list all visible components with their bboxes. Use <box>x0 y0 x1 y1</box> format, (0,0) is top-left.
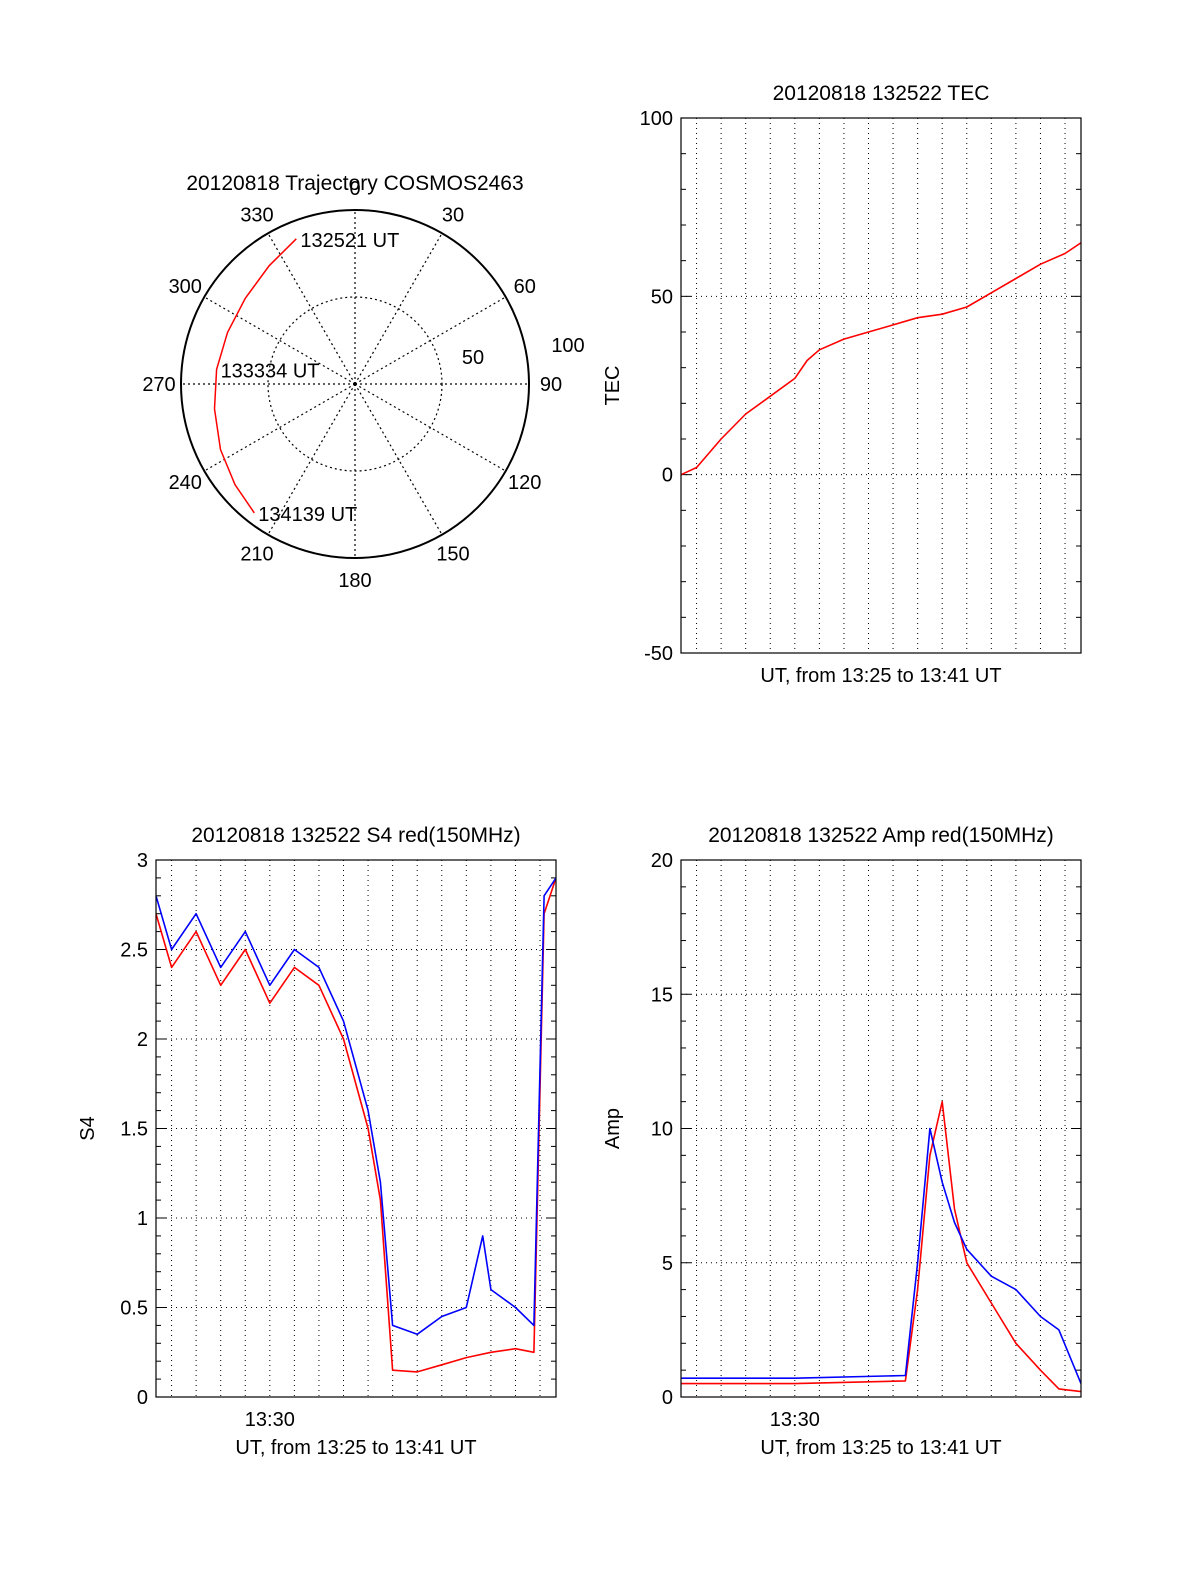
x-axis-label: UT, from 13:25 to 13:41 UT <box>760 1437 1001 1459</box>
x-axis-label: UT, from 13:25 to 13:41 UT <box>235 1437 476 1459</box>
trajectory-line <box>213 238 297 514</box>
amp-plot: 20120818 132522 Amp red(150MHz) 0 5 10 15 20 1… <box>602 824 1082 1459</box>
series-group <box>681 242 1081 476</box>
y-tick-label: 2.5 <box>120 940 148 962</box>
polar-spoke <box>354 383 506 472</box>
x-tick-label: 13:30 <box>770 1409 820 1431</box>
y-tick-label: 1.5 <box>120 1119 148 1141</box>
azimuth-tick-label: 150 <box>436 544 469 566</box>
azimuth-tick-label: 30 <box>442 204 464 226</box>
plot-frame <box>680 859 1082 1398</box>
y-tick-label: 0 <box>662 1387 673 1409</box>
chart-title: 20120818 Trajectory COSMOS2463 <box>186 172 523 195</box>
y-tick-label: 0 <box>662 465 673 487</box>
y-axis-label: S4 <box>77 1116 99 1140</box>
x-axis-label: UT, from 13:25 to 13:41 UT <box>760 665 1001 687</box>
series-line-red <box>681 242 1081 476</box>
azimuth-tick-label: 120 <box>508 472 541 494</box>
y-tick-label: 15 <box>651 984 673 1006</box>
plot-frame <box>680 117 1082 654</box>
y-axis-label: Amp <box>602 1108 624 1149</box>
y-tick-label: 1 <box>137 1208 148 1230</box>
polar-spoke <box>354 233 443 385</box>
chart-title: 20120818 132522 Amp red(150MHz) <box>708 824 1054 847</box>
azimuth-tick-label: 330 <box>240 204 273 226</box>
radial-tick-label: 100 <box>551 335 584 357</box>
x-tick-label: 13:30 <box>245 1409 295 1431</box>
series-group <box>156 877 556 1373</box>
plot-frame <box>155 859 557 1398</box>
y-tick-label: 3 <box>137 850 148 872</box>
azimuth-tick-label: 0 <box>349 178 360 200</box>
series-line-red <box>681 1100 1081 1393</box>
azimuth-tick-label: 90 <box>540 374 562 396</box>
series-line-blue <box>156 877 556 1336</box>
polar-spoke <box>354 383 443 535</box>
y-tick-label: 10 <box>651 1119 673 1141</box>
y-tick-label: 100 <box>640 108 673 130</box>
s4-plot: 20120818 132522 S4 red(150MHz) 0 0.5 1 1.5 2 2… <box>77 824 557 1459</box>
y-tick-label: 0.5 <box>120 1298 148 1320</box>
polar-spoke <box>204 383 356 472</box>
y-tick-label: -50 <box>644 643 673 665</box>
trajectory-time-label: 132521 UT <box>300 230 399 252</box>
trajectory-time-label: 134139 UT <box>258 504 357 526</box>
y-tick-label: 2 <box>137 1029 148 1051</box>
azimuth-tick-label: 240 <box>169 472 202 494</box>
polar-spoke <box>354 296 506 385</box>
azimuth-tick-label: 210 <box>240 544 273 566</box>
y-tick-label: 5 <box>662 1253 673 1275</box>
tec-plot: 20120818 132522 TEC -50 0 50 100 UT, from 13:… <box>602 82 1082 687</box>
polar-spoke <box>204 296 356 385</box>
polar-spoke <box>267 233 356 385</box>
chart-title: 20120818 132522 S4 red(150MHz) <box>191 824 520 847</box>
y-axis-label: TEC <box>602 366 624 406</box>
polar-outer-circle <box>180 209 530 559</box>
y-tick-label: 50 <box>651 286 673 308</box>
azimuth-tick-label: 300 <box>169 276 202 298</box>
azimuth-tick-label: 180 <box>338 570 371 592</box>
polar-spoke <box>267 383 356 535</box>
series-group <box>681 1100 1081 1393</box>
chart-title: 20120818 132522 TEC <box>773 82 990 105</box>
trajectory-time-label: 133334 UT <box>221 360 320 382</box>
series-line-red <box>156 877 556 1373</box>
azimuth-tick-label: 60 <box>514 276 536 298</box>
y-tick-label: 20 <box>651 850 673 872</box>
azimuth-tick-label: 270 <box>142 374 175 396</box>
series-line-blue <box>681 1127 1081 1384</box>
y-tick-label: 0 <box>137 1387 148 1409</box>
radial-tick-label: 50 <box>462 347 484 369</box>
